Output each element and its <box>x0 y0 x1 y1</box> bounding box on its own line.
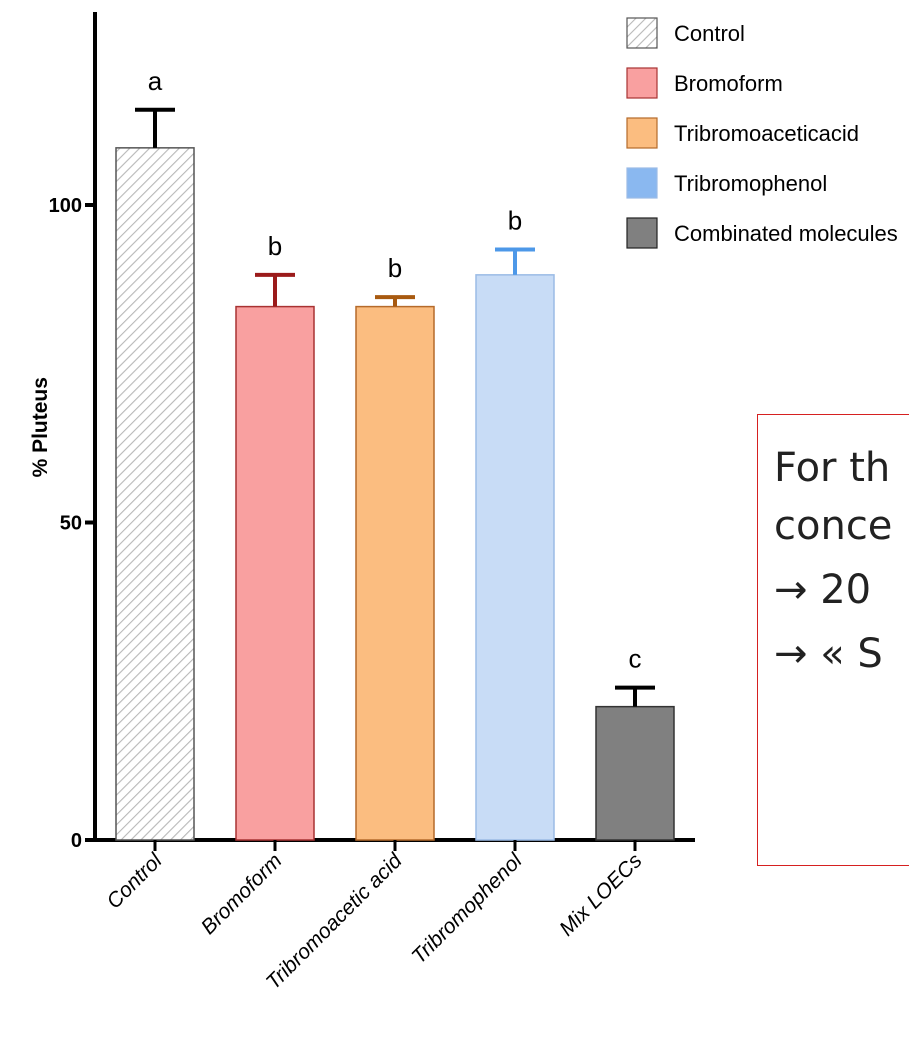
legend-label-5: Combinated molecules <box>674 221 898 246</box>
legend-swatch-1 <box>626 17 658 49</box>
y-tick-label: 50 <box>60 513 82 535</box>
significance-letter-4: b <box>508 205 522 235</box>
callout-line-1: For th <box>774 445 891 491</box>
bar-1 <box>115 147 195 841</box>
legend-swatch-4 <box>626 167 658 199</box>
bar-4 <box>475 274 555 841</box>
significance-letter-3: b <box>388 253 402 283</box>
legend-label-2: Bromoform <box>674 71 783 96</box>
x-tick-label: Bromoform <box>197 849 287 939</box>
legend-label-1: Control <box>674 21 745 46</box>
y-axis-label: % Pluteus <box>29 377 52 477</box>
callout-line-3: → 20 <box>774 567 872 613</box>
x-tick-label: Mix LOECs <box>555 849 647 941</box>
bar-5 <box>595 705 675 841</box>
legend-swatch-3 <box>626 117 658 149</box>
significance-letter-1: a <box>148 66 163 96</box>
callout-line-2: conce <box>774 503 893 549</box>
legend-swatch-2 <box>626 67 658 99</box>
plot-area: 0 50 100 % Pluteus a Control b Bromoform b Tribro… <box>29 12 898 994</box>
legend-label-4: Tribromophenol <box>674 171 827 196</box>
y-tick-label: 0 <box>71 830 82 852</box>
significance-letter-2: b <box>268 231 282 261</box>
callout-line-4: → « S <box>774 631 883 677</box>
x-tick-label: Control <box>102 848 167 913</box>
legend-label-3: Tribromoaceticacid <box>674 121 859 146</box>
x-tick-label: Tribromophenol <box>407 848 527 968</box>
significance-letter-5: c <box>629 644 642 674</box>
callout-box: For th conce → 20 → « S <box>757 414 909 866</box>
y-tick-label: 100 <box>49 195 82 217</box>
legend-swatch-5 <box>626 217 658 249</box>
x-tick-label: Tribromoacetic acid <box>262 848 408 994</box>
bar-2 <box>235 305 315 841</box>
bar-3 <box>355 305 435 841</box>
